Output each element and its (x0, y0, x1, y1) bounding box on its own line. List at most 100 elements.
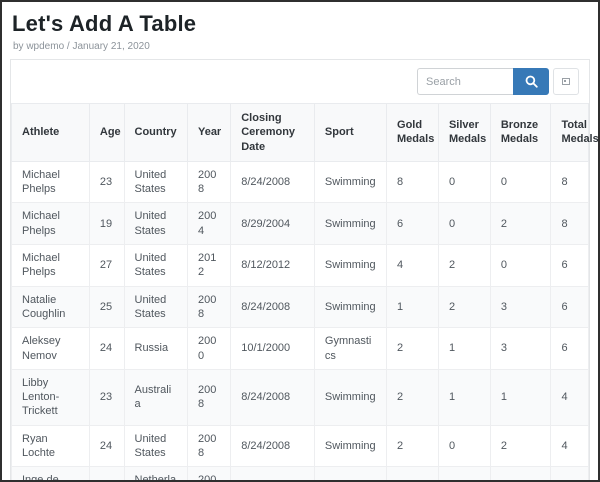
table-cell: Swimming (313, 160, 388, 204)
search-input[interactable] (417, 68, 513, 95)
column-header: Total Medals (550, 103, 598, 162)
data-table: Athlete Age Country Year Closing Ceremony Da… (11, 103, 598, 480)
table-cell: 8/24/2008 (230, 160, 315, 204)
search-aux-button[interactable] (553, 68, 579, 95)
table-cell: 2 (437, 244, 491, 287)
column-header: Gold Medals (386, 103, 439, 162)
table-cell: 2008 (186, 424, 232, 468)
table-body: Michael Phelps 23 United States 2008 8/24/20… (11, 160, 589, 480)
table-row: Michael Phelps 27 United States 2012 8/12/20… (11, 244, 589, 287)
table-toolbar (11, 60, 589, 103)
table-row: Inge de Bruijn30Netherlands20048/29/2004… (11, 466, 589, 480)
table-cell: 3 (489, 285, 552, 329)
table-cell: 1 (437, 368, 491, 426)
column-header: Bronze Medals (489, 103, 552, 162)
table-cell: Gymnastics (313, 327, 388, 370)
column-header: Country (123, 103, 188, 162)
table-cell: 8 (550, 202, 589, 246)
table-cell: Aleksey Nemov (11, 327, 90, 370)
column-header: Silver Medals (437, 103, 491, 162)
table-cell: 1 (489, 368, 552, 426)
table-cell: 1 (386, 466, 439, 480)
table-cell: Swimming (313, 466, 388, 480)
table-cell: 2004 (186, 202, 232, 246)
table-cell: 8/29/2004 (230, 466, 315, 480)
table-cell: 0 (437, 202, 491, 246)
table-cell: Swimming (313, 244, 388, 287)
table-cell: 8 (386, 160, 439, 204)
table-cell: Ryan Lochte (11, 424, 90, 468)
column-header: Age (88, 103, 125, 162)
column-header: Closing Ceremony Date (230, 103, 315, 162)
column-header: Sport (313, 103, 388, 162)
table-cell: 8/29/2004 (230, 202, 315, 246)
table-row: Aleksey Nemov 24 Russia 2000 10/1/2000 Gymnas… (11, 327, 589, 370)
table-cell: 1 (437, 327, 491, 370)
table-cell: Inge de Bruijn (11, 466, 90, 480)
table-cell: 6 (550, 327, 589, 370)
table-cell: 3 (489, 327, 552, 370)
table-cell: Michael Phelps (11, 202, 90, 246)
table-cell: Natalie Coughlin (11, 285, 90, 329)
table-cell: United States (123, 285, 188, 329)
table-cell: 2008 (186, 285, 232, 329)
table-cell: 8/12/2012 (230, 244, 315, 287)
table-cell: 2000 (186, 327, 232, 370)
table-cell: 8 (550, 160, 589, 204)
table-cell: 4 (550, 368, 589, 426)
column-header: Athlete (11, 103, 90, 162)
table-cell: 2 (386, 424, 439, 468)
table-cell: 8/24/2008 (230, 368, 315, 426)
table-row: Ryan Lochte 24 United States 2008 8/24/2008 S… (11, 424, 589, 468)
table-cell: United States (123, 424, 188, 468)
table-cell: 4 (550, 424, 589, 468)
table-cell: 0 (437, 424, 491, 468)
table-cell: 2 (386, 327, 439, 370)
table-cell: 24 (88, 327, 125, 370)
table-cell: 0 (489, 160, 552, 204)
table-cell: 1 (386, 285, 439, 329)
table-cell: 2 (489, 202, 552, 246)
table-cell: 23 (88, 160, 125, 204)
table-row: Libby Lenton-Trickett 23 Australia 2008 8/24… (11, 368, 589, 426)
table-cell: United States (123, 160, 188, 204)
table-cell: 2 (386, 368, 439, 426)
table-row: Natalie Coughlin 25 United States 2008 8/24/… (11, 285, 589, 329)
table-cell: 10/1/2000 (230, 327, 315, 370)
table-cell: 0 (437, 160, 491, 204)
table-cell: Swimming (313, 368, 388, 426)
table-cell: 2004 (186, 466, 232, 480)
table-cell: Libby Lenton-Trickett (11, 368, 90, 426)
table-cell: 25 (88, 285, 125, 329)
table-cell: Michael Phelps (11, 244, 90, 287)
table-cell: 30 (88, 466, 125, 480)
table-cell: Netherlands (123, 466, 188, 480)
table-cell: 19 (88, 202, 125, 246)
table-cell: 6 (550, 244, 589, 287)
post-byline: by wpdemo / January 21, 2020 (13, 41, 150, 52)
table-cell: 6 (386, 202, 439, 246)
table-cell: 2 (489, 466, 552, 480)
table-cell: 27 (88, 244, 125, 287)
table-cell: 8/24/2008 (230, 285, 315, 329)
table-cell: Australia (123, 368, 188, 426)
table-cell: 23 (88, 368, 125, 426)
search-button[interactable] (513, 68, 549, 95)
table-cell: 2 (489, 424, 552, 468)
table-cell: 2 (437, 285, 491, 329)
table-cell: 2008 (186, 368, 232, 426)
table-cell: 2012 (186, 244, 232, 287)
table-cell: 8/24/2008 (230, 424, 315, 468)
table-cell: 24 (88, 424, 125, 468)
table-header: Athlete Age Country Year Closing Ceremony Da… (11, 103, 598, 162)
table-cell: 6 (550, 285, 589, 329)
search-icon (525, 75, 538, 88)
table-cell: Russia (123, 327, 188, 370)
table-cell: United States (123, 244, 188, 287)
table-cell: Swimming (313, 285, 388, 329)
table-cell: Michael Phelps (11, 160, 90, 204)
page-title: Let's Add A Table (12, 11, 197, 36)
header-row: Athlete Age Country Year Closing Ceremony Da… (11, 103, 598, 162)
